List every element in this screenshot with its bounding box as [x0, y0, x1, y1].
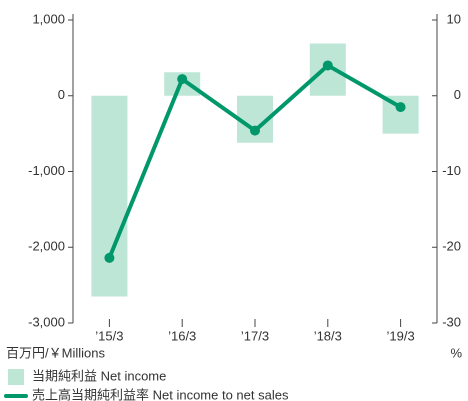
y-tick-label: 0 — [58, 87, 65, 102]
y2-tick-label: -30 — [442, 314, 461, 329]
y-tick-label: -3,000 — [28, 314, 65, 329]
x-tick-label: ’15/3 — [95, 328, 123, 343]
y2-tick-label: 10 — [447, 11, 461, 26]
y-axis-label: 百万円/￥Millions — [6, 345, 105, 360]
line-point — [250, 125, 260, 136]
x-tick-label: ’19/3 — [386, 328, 414, 343]
y-tick-label: -2,000 — [28, 239, 65, 254]
x-tick-label: ’18/3 — [314, 328, 342, 343]
line-point — [322, 60, 333, 71]
y-tick-label: 1,000 — [32, 11, 65, 26]
legend-swatch — [8, 369, 24, 385]
bar — [91, 95, 128, 297]
y-tick-label: -1,000 — [28, 163, 65, 178]
line — [107, 63, 402, 259]
line-point — [395, 102, 406, 113]
y2-tick-label: -20 — [442, 239, 461, 254]
line-point — [104, 252, 115, 263]
line-point — [177, 74, 188, 85]
x-tick-label: ’16/3 — [168, 328, 196, 343]
legend-label: 当期純利益 Net income — [32, 368, 166, 383]
x-tick-label: ’17/3 — [241, 328, 269, 343]
legend-label: 売上高当期純利益率 Net income to net sales — [32, 387, 289, 401]
y2-tick-label: -10 — [442, 163, 461, 178]
y2-tick-label: 0 — [454, 87, 461, 102]
y2-axis-label: % — [450, 345, 462, 360]
